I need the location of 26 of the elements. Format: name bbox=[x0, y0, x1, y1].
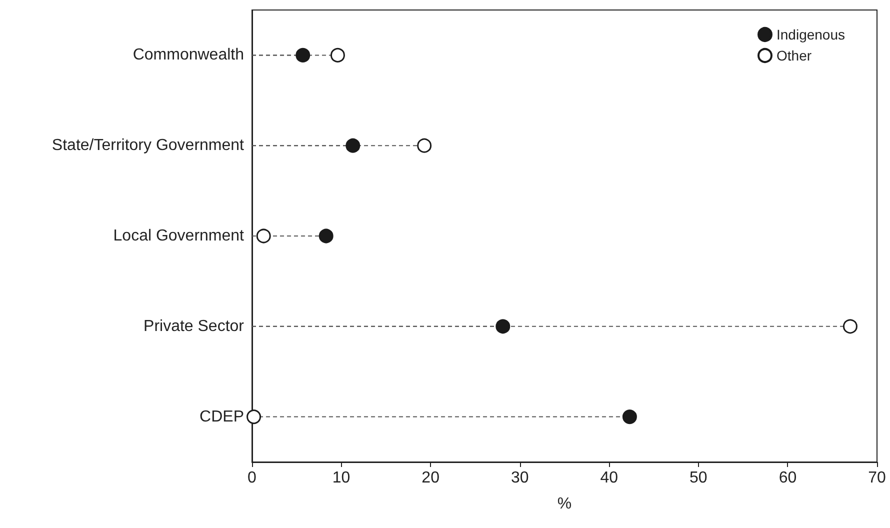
x-tick-label: 30 bbox=[510, 470, 529, 486]
x-tick-label: 0 bbox=[248, 470, 257, 486]
point bbox=[296, 48, 310, 62]
x-tick-label: 70 bbox=[868, 470, 886, 486]
point bbox=[256, 228, 271, 244]
point bbox=[346, 138, 360, 153]
x-tick-label: 40 bbox=[600, 470, 618, 486]
x-axis-title: % bbox=[557, 496, 572, 512]
x-tick-label: 60 bbox=[778, 470, 797, 486]
x-tick-label: 50 bbox=[690, 470, 708, 486]
y-tick-label: State/Territory Government bbox=[52, 137, 245, 154]
legend-label: Indigenous bbox=[776, 26, 846, 42]
point bbox=[318, 228, 334, 244]
point bbox=[330, 48, 345, 62]
point bbox=[417, 138, 432, 153]
y-tick-label: CDEP bbox=[200, 408, 244, 426]
point bbox=[622, 410, 637, 424]
point bbox=[496, 319, 510, 334]
y-tick-label: Commonwealth bbox=[132, 46, 244, 64]
legend-label: Other bbox=[776, 48, 812, 64]
y-tick-label: Local Government bbox=[113, 228, 245, 244]
point bbox=[246, 410, 262, 424]
point bbox=[842, 319, 858, 334]
x-tick-label: 20 bbox=[422, 470, 440, 486]
y-tick-label: Private Sector bbox=[144, 318, 245, 335]
x-tick-label: 10 bbox=[332, 470, 350, 486]
